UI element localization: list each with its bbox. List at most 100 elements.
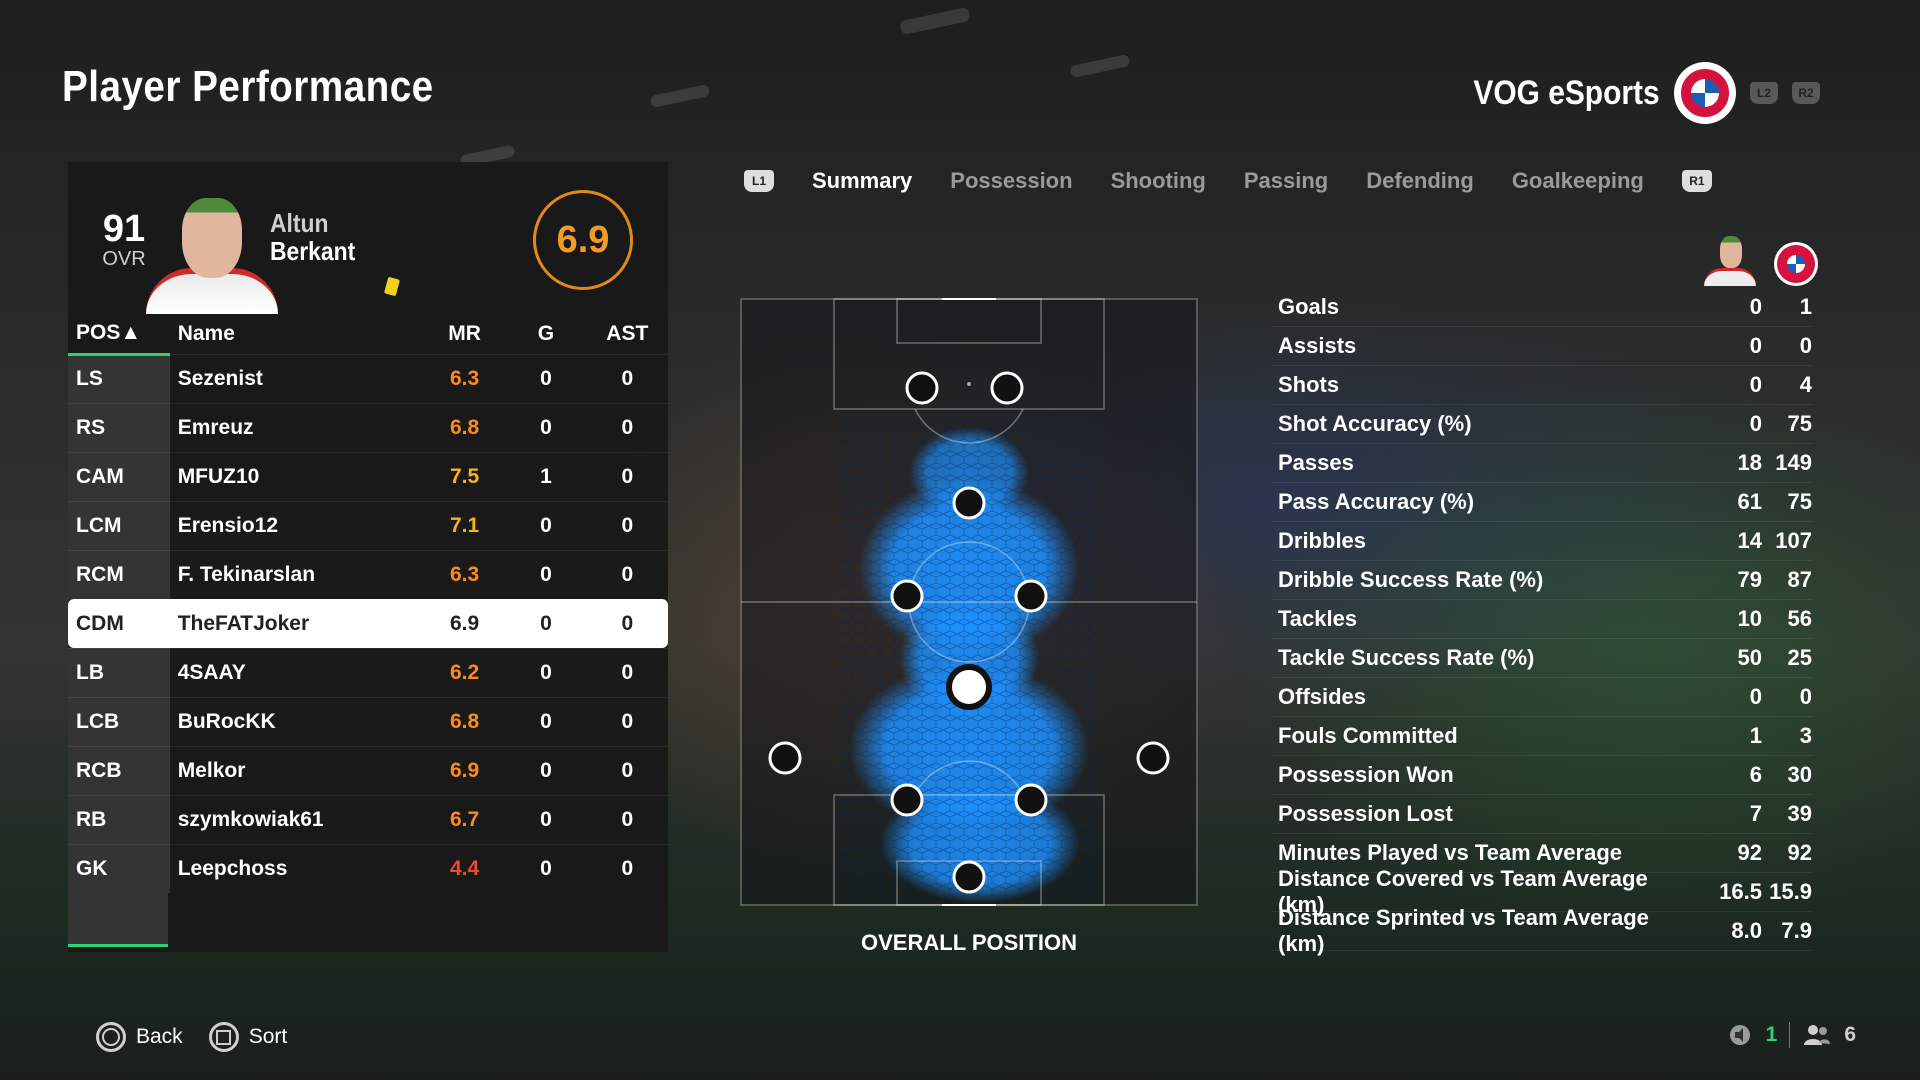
stat-row: Possession Won 6 30 bbox=[1272, 756, 1812, 795]
stat-player-value: 50 bbox=[1737, 645, 1762, 670]
stat-label: Goals bbox=[1278, 294, 1340, 319]
row-assists: 0 bbox=[586, 598, 668, 648]
row-position: LCB bbox=[68, 696, 170, 746]
row-match-rating: 6.9 bbox=[423, 745, 506, 795]
table-row[interactable]: RCM F. Tekinarslan 6.3 0 0 bbox=[68, 549, 668, 599]
player-portrait bbox=[146, 198, 278, 314]
tab-possession[interactable]: Possession bbox=[950, 168, 1073, 193]
header-g[interactable]: G bbox=[537, 321, 555, 345]
row-player-name: Sezenist bbox=[169, 353, 424, 403]
header-pos[interactable]: POS▲ bbox=[68, 314, 170, 356]
circle-button-icon bbox=[96, 1022, 126, 1052]
stat-player-value: 14 bbox=[1737, 528, 1762, 553]
header-ast[interactable]: AST bbox=[606, 321, 649, 345]
stat-row: Possession Lost 7 39 bbox=[1272, 795, 1812, 834]
r2-button[interactable]: R2 bbox=[1792, 82, 1820, 104]
stat-team-value: 39 bbox=[1787, 801, 1812, 826]
stat-row: Dribbles 14 107 bbox=[1272, 522, 1812, 561]
yellow-card-icon bbox=[384, 276, 400, 297]
footer-divider bbox=[1789, 1022, 1791, 1048]
stat-row: Shots 0 4 bbox=[1272, 366, 1812, 405]
stat-row: Distance Sprinted vs Team Average (km) 8.… bbox=[1272, 905, 1812, 956]
mic-muted-icon bbox=[1729, 1025, 1750, 1045]
row-goals: 0 bbox=[505, 647, 587, 697]
ovr-label: OVR bbox=[102, 248, 146, 270]
l2-button[interactable]: L2 bbox=[1750, 82, 1778, 104]
tab-summary[interactable]: Summary bbox=[812, 168, 913, 193]
stat-row: Minutes Played vs Team Average 92 92 bbox=[1272, 834, 1812, 873]
stat-label: Minutes Played vs Team Average bbox=[1278, 840, 1622, 865]
row-position: RCB bbox=[68, 745, 170, 795]
player-card: 91 OVR Altun Berkant 6.9 bbox=[68, 162, 668, 314]
row-player-name: 4SAAY bbox=[169, 647, 424, 697]
table-row[interactable]: CDM TheFATJoker 6.9 0 0 bbox=[68, 598, 668, 648]
stat-row: Pass Accuracy (%) 61 75 bbox=[1272, 483, 1812, 522]
row-match-rating: 7.1 bbox=[423, 500, 506, 550]
row-assists: 0 bbox=[586, 745, 668, 795]
header-name[interactable]: Name bbox=[177, 321, 235, 345]
table-row[interactable]: LS Sezenist 6.3 0 0 bbox=[68, 353, 668, 403]
row-position: RS bbox=[68, 402, 170, 452]
row-position: RCM bbox=[68, 549, 170, 599]
stat-row: Dribble Success Rate (%) 79 87 bbox=[1272, 561, 1812, 600]
team-header: VOG eSports L2 R2 bbox=[1448, 62, 1820, 124]
tab-goalkeeping[interactable]: Goalkeeping bbox=[1511, 168, 1644, 193]
table-row[interactable]: GK Leepchoss 4.4 0 0 bbox=[68, 843, 668, 893]
header-mr[interactable]: MR bbox=[448, 321, 481, 345]
row-match-rating: 4.4 bbox=[423, 843, 506, 893]
row-goals: 0 bbox=[505, 402, 587, 452]
tab-defending[interactable]: Defending bbox=[1366, 168, 1474, 193]
table-row[interactable]: RCB Melkor 6.9 0 0 bbox=[68, 745, 668, 795]
player-mini-portrait bbox=[1704, 236, 1756, 286]
pitch-caption: OVERALL POSITION bbox=[861, 930, 1077, 955]
table-row[interactable]: LCB BuRocKK 6.8 0 0 bbox=[68, 696, 668, 746]
row-goals: 1 bbox=[505, 451, 587, 501]
squad-panel: 91 OVR Altun Berkant 6.9 POS▲ Name MR G … bbox=[68, 162, 668, 952]
position-pitch bbox=[740, 296, 1198, 908]
stat-label: Offsides bbox=[1278, 684, 1367, 709]
stat-team-value: 30 bbox=[1787, 762, 1812, 787]
row-position: CDM bbox=[68, 598, 170, 648]
l1-button[interactable]: L1 bbox=[744, 170, 774, 192]
stat-team-value: 92 bbox=[1787, 840, 1812, 865]
stat-label: Possession Lost bbox=[1278, 801, 1453, 826]
row-goals: 0 bbox=[505, 843, 587, 893]
stat-player-value: 8.0 bbox=[1731, 918, 1762, 943]
table-row[interactable]: LB 4SAAY 6.2 0 0 bbox=[68, 647, 668, 697]
row-player-name: Emreuz bbox=[169, 402, 424, 452]
tab-passing[interactable]: Passing bbox=[1243, 168, 1329, 193]
player-marker bbox=[905, 371, 939, 405]
row-assists: 0 bbox=[586, 451, 668, 501]
table-row[interactable]: RS Emreuz 6.8 0 0 bbox=[68, 402, 668, 452]
row-player-name: BuRocKK bbox=[169, 696, 424, 746]
table-row[interactable]: LCM Erensio12 7.1 0 0 bbox=[68, 500, 668, 550]
row-assists: 0 bbox=[586, 402, 668, 452]
row-goals: 0 bbox=[505, 500, 587, 550]
row-match-rating: 6.7 bbox=[423, 794, 506, 844]
tab-shooting[interactable]: Shooting bbox=[1110, 168, 1206, 193]
stat-player-value: 0 bbox=[1749, 333, 1762, 358]
stat-player-value: 1 bbox=[1749, 723, 1762, 748]
table-row[interactable]: CAM MFUZ10 7.5 1 0 bbox=[68, 451, 668, 501]
stadium-light bbox=[649, 83, 711, 109]
sort-button[interactable]: Sort bbox=[208, 1022, 287, 1052]
table-row[interactable]: RB szymkowiak61 6.7 0 0 bbox=[68, 794, 668, 844]
stat-player-value: 7 bbox=[1749, 801, 1762, 826]
stat-label: Distance Covered vs Team Average (km) bbox=[1278, 866, 1648, 917]
player-markers bbox=[768, 371, 1170, 894]
table-spacer bbox=[68, 893, 168, 947]
row-assists: 0 bbox=[586, 696, 668, 746]
row-assists: 0 bbox=[586, 794, 668, 844]
stat-player-value: 61 bbox=[1737, 489, 1762, 514]
row-assists: 0 bbox=[586, 843, 668, 893]
player-marker bbox=[952, 860, 986, 894]
stat-team-value: 107 bbox=[1775, 528, 1812, 553]
r1-button[interactable]: R1 bbox=[1681, 170, 1712, 192]
player-marker bbox=[1014, 783, 1048, 817]
row-assists: 0 bbox=[586, 647, 668, 697]
back-button[interactable]: Back bbox=[96, 1022, 183, 1052]
back-label: Back bbox=[136, 1025, 183, 1048]
stat-team-value: 149 bbox=[1775, 450, 1812, 475]
row-position: LS bbox=[68, 353, 170, 403]
stat-label: Passes bbox=[1278, 450, 1354, 475]
